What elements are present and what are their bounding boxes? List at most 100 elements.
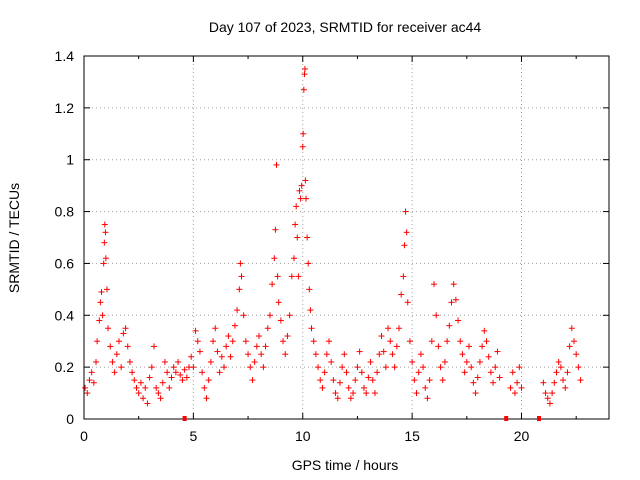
data-series <box>82 65 584 407</box>
data-point <box>409 358 416 365</box>
data-point <box>82 384 89 391</box>
data-point <box>116 338 122 345</box>
data-point <box>122 325 129 332</box>
data-point <box>424 395 431 402</box>
data-point <box>192 327 199 334</box>
data-point <box>249 377 256 384</box>
x-tick-label: 10 <box>295 428 311 444</box>
data-point <box>269 281 276 288</box>
data-point <box>391 364 398 371</box>
x-axis-label: GPS time / hours <box>292 457 399 473</box>
data-point <box>428 338 435 345</box>
data-point <box>124 343 131 350</box>
data-point <box>542 390 549 397</box>
data-point <box>286 312 293 319</box>
data-point <box>426 377 433 384</box>
data-point <box>448 299 455 306</box>
data-point <box>214 348 221 355</box>
x-tick-label: 15 <box>404 428 420 444</box>
data-point <box>566 343 573 350</box>
data-point <box>288 273 295 280</box>
data-point <box>194 338 201 345</box>
data-point <box>369 377 376 384</box>
data-point <box>203 395 210 402</box>
data-point <box>126 358 133 365</box>
data-point <box>212 325 219 332</box>
data-point <box>113 351 120 358</box>
chart-title: Day 107 of 2023, SRMTID for receiver ac4… <box>209 19 482 35</box>
data-point <box>155 390 162 397</box>
data-point <box>207 358 214 365</box>
data-point <box>446 322 453 329</box>
data-point <box>487 369 494 376</box>
data-point <box>365 374 372 381</box>
data-point <box>564 369 571 376</box>
data-point <box>307 307 314 314</box>
data-point <box>389 351 396 358</box>
data-point <box>256 333 262 340</box>
data-point <box>479 343 486 350</box>
data-point <box>300 86 307 93</box>
data-point <box>401 242 408 249</box>
data-point <box>441 358 448 365</box>
data-point <box>183 374 190 381</box>
data-point <box>236 286 243 293</box>
data-point <box>227 353 234 360</box>
y-tick-label: 0.6 <box>55 255 75 271</box>
data-point <box>107 343 114 350</box>
data-point <box>88 369 95 376</box>
data-point <box>417 351 424 358</box>
data-point <box>282 351 289 358</box>
data-point <box>166 384 173 391</box>
data-point <box>330 377 337 384</box>
data-point <box>240 312 247 319</box>
data-point <box>293 203 300 210</box>
data-point <box>376 351 383 358</box>
data-point <box>347 395 354 402</box>
data-point <box>461 369 468 376</box>
data-point <box>148 364 155 371</box>
data-point <box>511 390 518 397</box>
data-point <box>199 369 206 376</box>
data-point <box>159 379 166 386</box>
data-point <box>205 377 212 384</box>
gap-marker <box>537 416 541 421</box>
data-point <box>292 221 299 228</box>
data-point <box>97 299 104 306</box>
data-point <box>378 333 385 340</box>
data-point <box>573 351 580 358</box>
data-point <box>245 351 252 358</box>
data-point <box>231 322 238 329</box>
y-tick-label: 0.2 <box>55 359 75 375</box>
data-point <box>367 358 374 365</box>
data-point <box>221 364 227 371</box>
data-point <box>151 343 157 350</box>
data-point <box>374 369 381 376</box>
data-point <box>161 358 168 365</box>
data-point <box>298 182 305 189</box>
data-point <box>175 358 182 365</box>
data-point <box>201 384 208 391</box>
data-point <box>354 364 361 371</box>
data-point <box>490 379 497 386</box>
data-point <box>546 400 553 407</box>
data-point <box>101 239 108 246</box>
data-point <box>518 384 525 391</box>
data-point <box>492 364 499 371</box>
y-tick-label: 1.4 <box>55 48 75 64</box>
x-tick-label: 5 <box>189 428 197 444</box>
data-point <box>402 208 409 215</box>
data-point <box>291 255 297 262</box>
data-point <box>468 364 475 371</box>
data-point <box>433 312 440 319</box>
data-point <box>260 364 267 371</box>
data-point <box>301 65 308 72</box>
data-point <box>308 325 315 332</box>
data-point <box>86 377 93 384</box>
data-point <box>102 229 109 236</box>
data-point <box>562 384 569 391</box>
data-point <box>177 371 184 378</box>
data-point <box>553 369 560 376</box>
gap-marker <box>182 416 187 421</box>
